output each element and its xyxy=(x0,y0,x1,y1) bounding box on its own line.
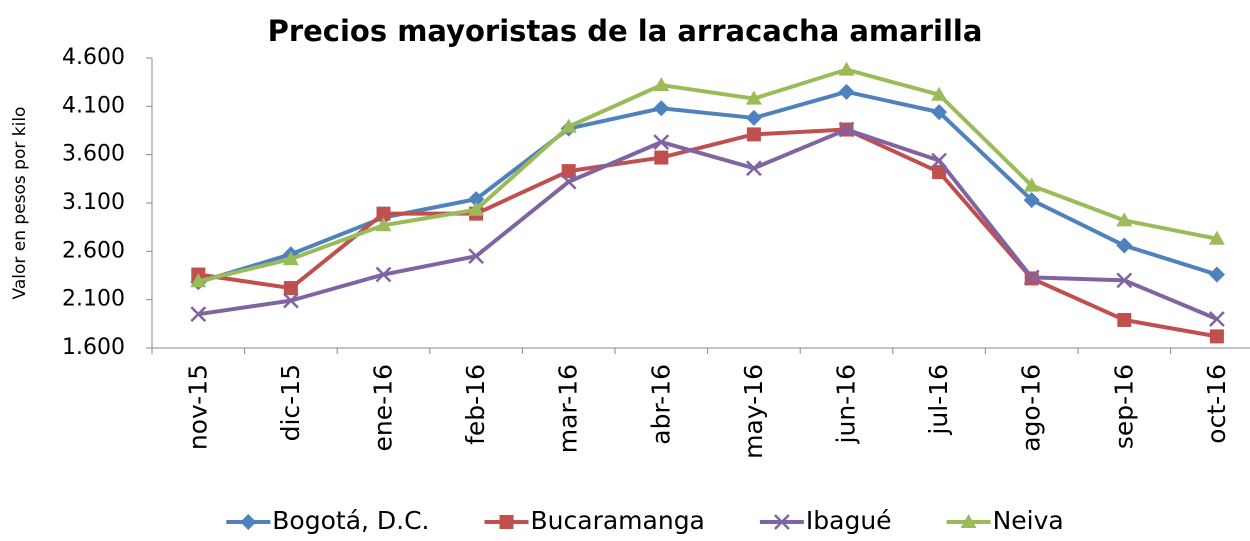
marker xyxy=(1116,237,1133,254)
y-tick-label: 1.600 xyxy=(62,335,125,360)
x-tick-label: ago-16 xyxy=(1017,364,1046,452)
marker xyxy=(838,121,855,138)
marker xyxy=(653,77,670,92)
series-line xyxy=(197,89,1218,285)
marker xyxy=(931,86,948,101)
marker xyxy=(1209,329,1224,344)
legend-item: Bogotá, D.C. xyxy=(226,506,430,535)
marker xyxy=(932,165,947,180)
y-tick-label: 2.600 xyxy=(62,238,125,263)
legend-label: Neiva xyxy=(993,506,1064,535)
marker xyxy=(376,206,391,221)
marker xyxy=(190,273,207,288)
marker xyxy=(282,251,299,266)
marker xyxy=(838,61,855,76)
x-tick-label: feb-16 xyxy=(461,364,490,445)
marker xyxy=(560,173,577,190)
marker xyxy=(931,104,948,121)
marker xyxy=(1116,212,1133,227)
x-tick-label: jun-16 xyxy=(832,364,861,444)
marker xyxy=(745,109,762,126)
x-tick-label: ene-16 xyxy=(369,364,398,451)
marker xyxy=(499,515,514,529)
x-tick-label: may-16 xyxy=(739,364,768,459)
y-tick-label: 3.100 xyxy=(62,190,125,215)
legend: Bogotá, D.C. Bucaramanga Ibagué Neiva xyxy=(226,506,1064,535)
marker xyxy=(468,248,484,265)
marker xyxy=(1208,230,1225,245)
marker xyxy=(746,127,761,142)
marker xyxy=(653,100,670,117)
marker xyxy=(375,266,392,283)
x-tick-label: abr-16 xyxy=(646,364,675,445)
marker xyxy=(1117,312,1132,327)
marker xyxy=(190,306,207,323)
marker xyxy=(1023,192,1040,209)
marker xyxy=(560,118,577,133)
y-tick-label: 4.100 xyxy=(62,93,125,118)
y-tick-label: 4.600 xyxy=(62,45,125,70)
legend-label: Ibagué xyxy=(806,506,892,535)
series-line xyxy=(197,67,1218,284)
marker xyxy=(561,164,576,179)
marker xyxy=(283,292,299,309)
marker xyxy=(1023,177,1040,192)
marker xyxy=(774,514,790,530)
y-tick-label: 3.600 xyxy=(62,142,125,167)
marker xyxy=(240,514,257,530)
marker xyxy=(468,191,485,208)
x-tick-label: mar-16 xyxy=(554,364,583,453)
marker xyxy=(653,134,670,150)
marker xyxy=(1208,266,1225,283)
y-axis-label: Valor en pesos por kilo xyxy=(10,107,30,300)
marker xyxy=(468,201,485,216)
legend-item: Ibagué xyxy=(759,506,892,535)
marker xyxy=(654,150,669,165)
marker xyxy=(838,83,855,100)
y-tick-label: 2.100 xyxy=(62,287,125,312)
marker xyxy=(745,90,762,105)
marker xyxy=(1209,311,1225,327)
x-tick-label: sep-16 xyxy=(1109,364,1138,449)
x-tick-label: dic-15 xyxy=(276,364,305,441)
x-tick-label: oct-16 xyxy=(1202,364,1231,444)
legend-item: Bucaramanga xyxy=(484,506,705,535)
chart-title: Precios mayoristas de la arracacha amari… xyxy=(268,14,983,48)
legend-item: Neiva xyxy=(946,506,1064,535)
legend-label: Bogotá, D.C. xyxy=(272,506,429,535)
marker xyxy=(931,152,947,169)
legend-label: Bucaramanga xyxy=(531,506,705,535)
marker xyxy=(746,160,762,177)
marker xyxy=(960,514,977,528)
marker xyxy=(375,217,392,232)
marker xyxy=(1116,272,1133,289)
x-tick-label: nov-15 xyxy=(183,364,212,450)
x-tick-label: jul-16 xyxy=(924,364,953,436)
series-line xyxy=(198,127,1218,339)
marker xyxy=(283,281,298,296)
marker xyxy=(1023,269,1040,286)
series-line xyxy=(198,127,1218,321)
